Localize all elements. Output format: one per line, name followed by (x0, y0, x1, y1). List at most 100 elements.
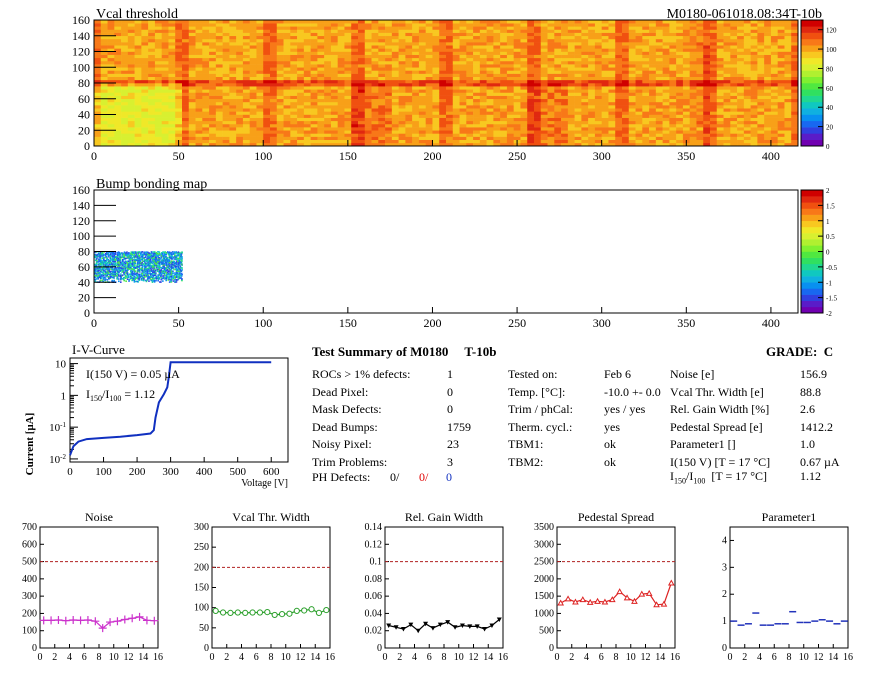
vcal-cell (121, 74, 128, 77)
bump-cell (126, 251, 128, 253)
vcal-cell (209, 77, 216, 80)
vcal-cell (284, 42, 291, 45)
vcal-cell (683, 29, 690, 32)
vcal-cell (622, 26, 629, 29)
vcal-cell (669, 52, 676, 55)
vcal-cell (216, 77, 223, 80)
vcal-cell (595, 67, 602, 70)
vcal-cell (324, 42, 331, 45)
vcal-cell (175, 130, 182, 133)
vcal-cell (757, 133, 764, 136)
vcal-cell (432, 26, 439, 29)
vcal-cell (703, 96, 710, 99)
vcal-cell (256, 121, 263, 124)
vcal-cell (568, 39, 575, 42)
vcal-cell (351, 52, 358, 55)
vcal-cell (182, 92, 189, 95)
vcal-cell (622, 42, 629, 45)
vcal-cell (690, 124, 697, 127)
vcal-cell (649, 45, 656, 48)
vcal-cell (378, 133, 385, 136)
vcal-cell (392, 58, 399, 61)
vcal-cell (256, 83, 263, 86)
vcal-cell (412, 74, 419, 77)
vcal-cell (568, 29, 575, 32)
vcal-cell (453, 118, 460, 121)
vcal-cell (737, 52, 744, 55)
vcal-cell (676, 26, 683, 29)
vcal-cell (263, 83, 270, 86)
vcal-cell (317, 64, 324, 67)
vcal-cell (236, 48, 243, 51)
vcal-cell (135, 115, 142, 118)
bump-cell (100, 260, 102, 262)
vcal-cell (534, 77, 541, 80)
vcal-cell (270, 64, 277, 67)
vcal-cell (561, 42, 568, 45)
vcal-cell (378, 20, 385, 23)
vcal-cell (520, 20, 527, 23)
vcal-cell (575, 61, 582, 64)
vcal-cell (568, 61, 575, 64)
vcal-cell (209, 130, 216, 133)
vcal-cell (575, 86, 582, 89)
vcal-cell (202, 140, 209, 143)
vcal-cell (737, 48, 744, 51)
vcal-cell (229, 130, 236, 133)
vcal-cell (778, 102, 785, 105)
vcal-cell (473, 77, 480, 80)
vcal-cell (791, 108, 798, 111)
vcal-cell (561, 45, 568, 48)
vcal-cell (663, 77, 670, 80)
vcal-cell (338, 83, 345, 86)
vcal-cell (223, 92, 230, 95)
vcal-cell (277, 67, 284, 70)
vcal-cell (696, 111, 703, 114)
vcal-cell (439, 52, 446, 55)
vcal-cell (256, 108, 263, 111)
vcal-cell (446, 96, 453, 99)
vcal-cell (730, 99, 737, 102)
vcal-cell (284, 36, 291, 39)
vcal-cell (575, 89, 582, 92)
vcal-cell (405, 45, 412, 48)
vcal-cell (514, 64, 521, 67)
vcal-cell (615, 77, 622, 80)
vcal-cell (419, 64, 426, 67)
vcal-cell (703, 36, 710, 39)
vcal-cell (554, 36, 561, 39)
vcal-cell (419, 80, 426, 83)
vcal-cell (771, 55, 778, 58)
vcal-cell (297, 102, 304, 105)
vcal-cell (751, 99, 758, 102)
vcal-cell (784, 55, 791, 58)
vcal-cell (514, 127, 521, 130)
vcal-cell (324, 130, 331, 133)
vcal-cell (372, 108, 379, 111)
bump-cell (138, 255, 140, 257)
vcal-cell (595, 111, 602, 114)
vcal-cell (101, 102, 108, 105)
vcal-cell (419, 86, 426, 89)
vcal-cell (520, 64, 527, 67)
vcal-cell (764, 99, 771, 102)
vcal-cell (304, 111, 311, 114)
vcal-cell (155, 80, 162, 83)
vcal-cell (290, 33, 297, 36)
bump-cell (108, 276, 110, 278)
vcal-cell (480, 111, 487, 114)
vcal-cell (703, 92, 710, 95)
vcal-cell (595, 118, 602, 121)
vcal-cell (290, 61, 297, 64)
vcal-cell (568, 77, 575, 80)
vcal-cell (534, 67, 541, 70)
vcal-cell (520, 39, 527, 42)
vcal-cell (642, 77, 649, 80)
vcal-cell (622, 127, 629, 130)
vcal-cell (669, 39, 676, 42)
vcal-cell (372, 42, 379, 45)
bump-cell (120, 255, 122, 257)
vcal-cell (507, 23, 514, 26)
vcal-cell (135, 64, 142, 67)
vcal-cell (778, 92, 785, 95)
